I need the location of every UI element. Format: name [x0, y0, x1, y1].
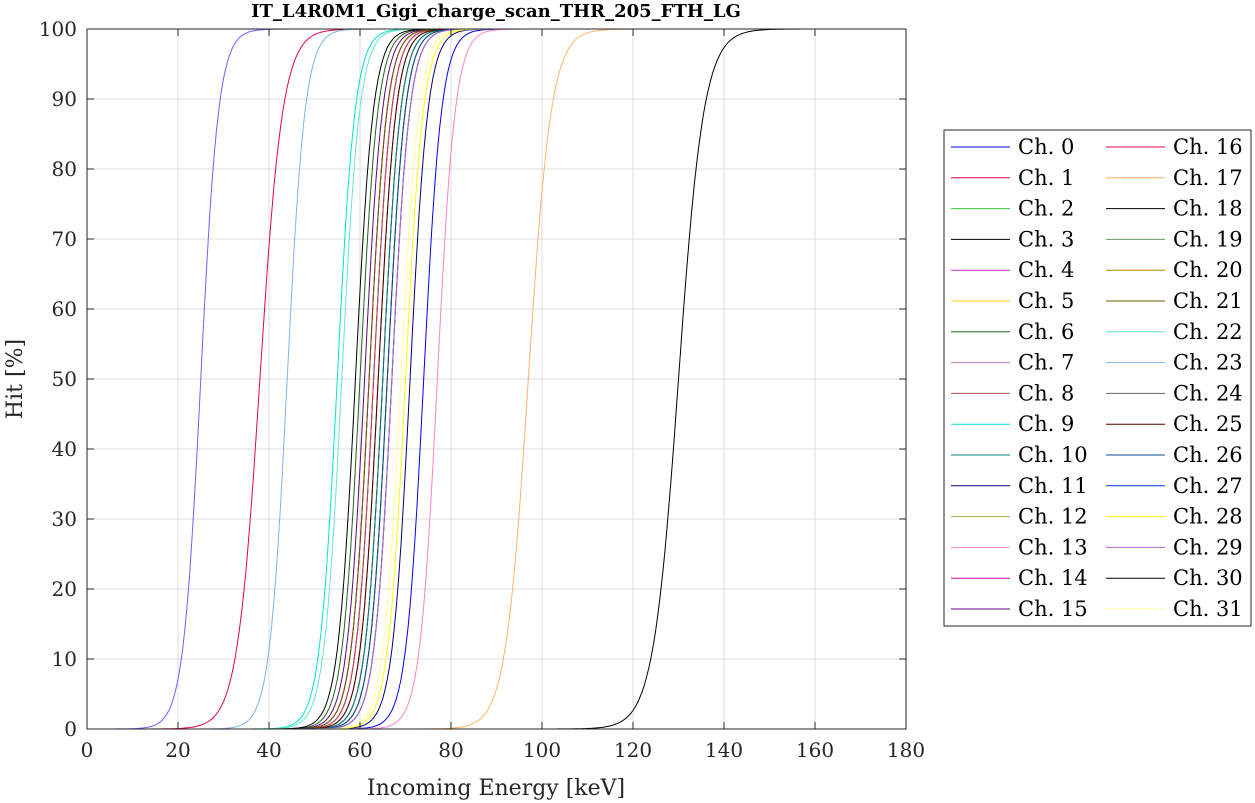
legend-label: Ch. 13 — [1018, 535, 1088, 559]
x-tick-label: 80 — [438, 738, 463, 762]
y-axis-label: Hit [%] — [3, 339, 28, 419]
x-tick-label: 120 — [614, 738, 652, 762]
axis-ticks: 0 20 40 60 80 100 120 140 160 180 0 10 20 30 40 50 60 70 8… — [39, 17, 925, 762]
grid — [86, 28, 907, 730]
legend-label: Ch. 11 — [1018, 474, 1088, 498]
legend-label: Ch. 20 — [1173, 258, 1243, 282]
legend-label: Ch. 12 — [1018, 505, 1088, 529]
legend-label: Ch. 22 — [1173, 320, 1243, 344]
legend-label: Ch. 4 — [1018, 258, 1074, 282]
legend-label: Ch. 19 — [1173, 227, 1243, 251]
y-tick-label: 10 — [52, 647, 77, 671]
legend-label: Ch. 9 — [1018, 412, 1074, 436]
x-tick-label: 140 — [705, 738, 743, 762]
legend-label: Ch. 3 — [1018, 227, 1074, 251]
x-tick-label: 100 — [523, 738, 561, 762]
y-tick-label: 100 — [39, 17, 77, 41]
legend-label: Ch. 0 — [1018, 135, 1074, 159]
legend-label: Ch. 30 — [1173, 566, 1243, 590]
legend-label: Ch. 14 — [1018, 566, 1088, 590]
legend-label: Ch. 25 — [1173, 412, 1243, 436]
legend-label: Ch. 26 — [1173, 443, 1243, 467]
legend-label: Ch. 31 — [1173, 597, 1243, 621]
legend-label: Ch. 17 — [1173, 166, 1243, 190]
x-tick-label: 40 — [256, 738, 281, 762]
y-tick-label: 40 — [52, 437, 77, 461]
y-tick-label: 60 — [52, 297, 77, 321]
legend-box — [943, 129, 1252, 627]
legend-label: Ch. 10 — [1018, 443, 1088, 467]
legend-label: Ch. 27 — [1173, 474, 1243, 498]
legend-label: Ch. 6 — [1018, 320, 1074, 344]
x-tick-label: 20 — [165, 738, 190, 762]
legend-label: Ch. 1 — [1018, 166, 1074, 190]
legend-label: Ch. 2 — [1018, 197, 1074, 221]
x-tick-label: 60 — [347, 738, 372, 762]
y-tick-label: 90 — [52, 87, 77, 111]
x-axis-label: Incoming Energy [keV] — [367, 776, 625, 801]
y-tick-label: 0 — [64, 717, 77, 741]
x-tick-label: 0 — [81, 738, 94, 762]
legend-label: Ch. 28 — [1173, 505, 1243, 529]
legend-label: Ch. 8 — [1018, 381, 1074, 405]
x-tick-label: 160 — [796, 738, 834, 762]
y-tick-label: 30 — [52, 507, 77, 531]
legend-label: Ch. 5 — [1018, 289, 1074, 313]
y-tick-label: 20 — [52, 577, 77, 601]
chart-title: IT_L4R0M1_Gigi_charge_scan_THR_205_FTH_L… — [251, 1, 741, 22]
legend-label: Ch. 24 — [1173, 381, 1243, 405]
legend-label: Ch. 29 — [1173, 535, 1243, 559]
y-tick-label: 50 — [52, 367, 77, 391]
legend-label: Ch. 18 — [1173, 197, 1243, 221]
y-tick-label: 80 — [52, 157, 77, 181]
legend-label: Ch. 15 — [1018, 597, 1088, 621]
legend: Ch. 0 Ch. 1 Ch. 2 Ch. 3 Ch. 4 Ch. 5 Ch. 6 Ch. 7… — [943, 129, 1252, 627]
legend-label: Ch. 21 — [1173, 289, 1243, 313]
legend-label: Ch. 23 — [1173, 351, 1243, 375]
y-tick-label: 70 — [52, 227, 77, 251]
legend-label: Ch. 7 — [1018, 351, 1074, 375]
x-tick-label: 180 — [887, 738, 925, 762]
legend-label: Ch. 16 — [1173, 135, 1243, 159]
